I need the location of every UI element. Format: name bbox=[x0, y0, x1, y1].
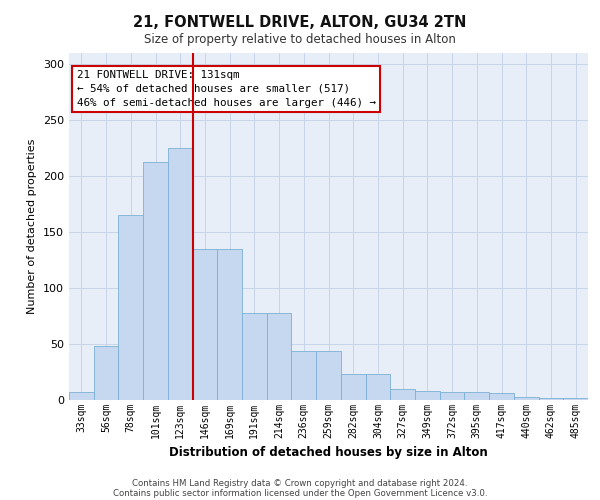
Bar bbox=[168, 148, 193, 400]
Y-axis label: Number of detached properties: Number of detached properties bbox=[28, 138, 37, 314]
Text: Contains HM Land Registry data © Crown copyright and database right 2024.: Contains HM Land Registry data © Crown c… bbox=[132, 478, 468, 488]
Bar bbox=[390, 389, 415, 400]
Bar bbox=[365, 374, 390, 400]
Bar bbox=[118, 215, 143, 400]
Bar bbox=[267, 312, 292, 400]
Bar bbox=[94, 346, 118, 400]
Bar bbox=[143, 162, 168, 400]
Bar bbox=[292, 350, 316, 400]
Bar bbox=[69, 392, 94, 400]
Bar bbox=[193, 248, 217, 400]
Bar bbox=[489, 394, 514, 400]
Bar bbox=[440, 392, 464, 400]
Text: Size of property relative to detached houses in Alton: Size of property relative to detached ho… bbox=[144, 32, 456, 46]
Bar bbox=[242, 312, 267, 400]
Text: Contains public sector information licensed under the Open Government Licence v3: Contains public sector information licen… bbox=[113, 488, 487, 498]
Bar bbox=[415, 391, 440, 400]
Bar bbox=[464, 392, 489, 400]
Bar bbox=[563, 398, 588, 400]
Bar bbox=[341, 374, 365, 400]
Bar bbox=[316, 350, 341, 400]
Bar bbox=[539, 398, 563, 400]
Bar bbox=[217, 248, 242, 400]
Bar bbox=[514, 396, 539, 400]
X-axis label: Distribution of detached houses by size in Alton: Distribution of detached houses by size … bbox=[169, 446, 488, 460]
Text: 21, FONTWELL DRIVE, ALTON, GU34 2TN: 21, FONTWELL DRIVE, ALTON, GU34 2TN bbox=[133, 15, 467, 30]
Text: 21 FONTWELL DRIVE: 131sqm
← 54% of detached houses are smaller (517)
46% of semi: 21 FONTWELL DRIVE: 131sqm ← 54% of detac… bbox=[77, 70, 376, 108]
